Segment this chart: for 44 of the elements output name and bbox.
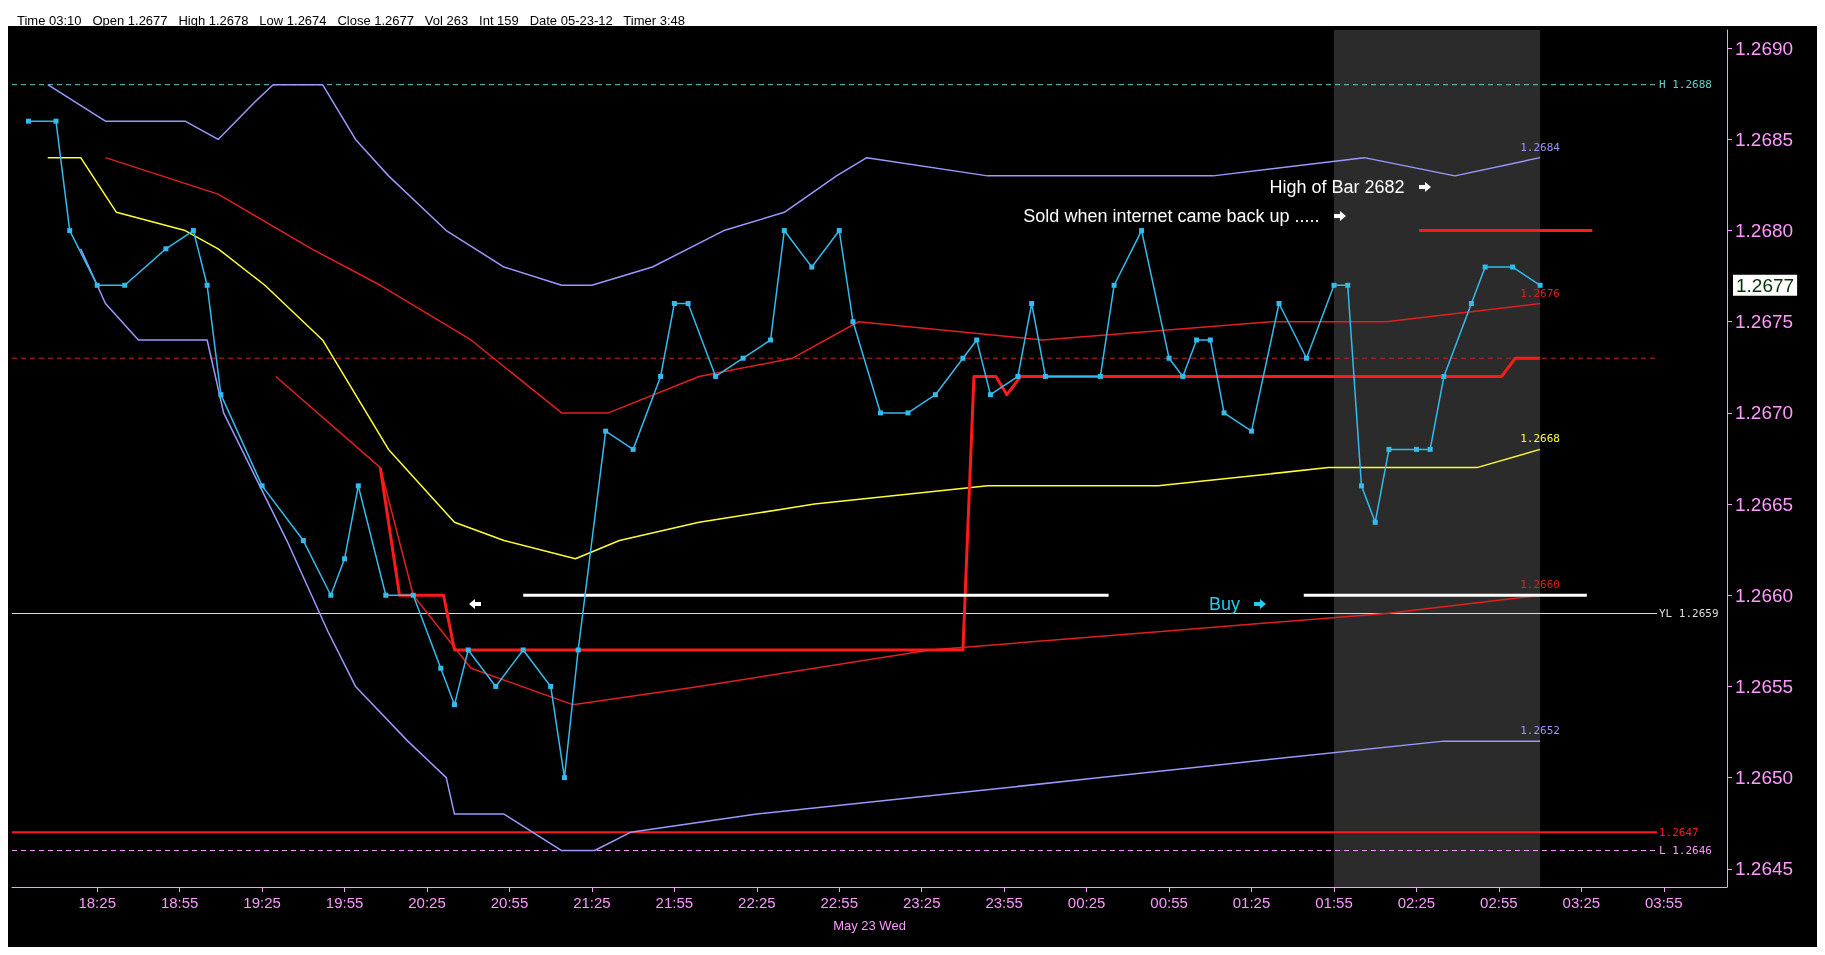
y-tick-label: 1.2655	[1735, 675, 1794, 697]
data-label: 1.2668	[1520, 432, 1560, 446]
x-tick-label: 18:55	[160, 894, 199, 911]
y-tick-label: 1.2665	[1735, 493, 1794, 515]
ref-line-label: H 1.2688	[1659, 78, 1712, 92]
annotation: Sold when internet came back up .....	[1023, 206, 1320, 227]
y-tick-label: 1.2685	[1735, 128, 1794, 150]
data-label: 1.2676	[1520, 286, 1560, 300]
annotation: Buy	[1208, 594, 1240, 615]
y-tick-label: 1.2660	[1735, 584, 1794, 606]
x-tick-label: 23:25	[902, 894, 941, 911]
y-tick-label: 1.2645	[1735, 858, 1794, 880]
x-tick-label: 18:25	[78, 894, 116, 911]
y-tick-label: 1.2690	[1735, 37, 1794, 59]
data-label: 1.2660	[1520, 578, 1560, 592]
x-tick-label: 00:55	[1150, 894, 1188, 911]
x-tick-label: 00:25	[1067, 894, 1106, 911]
x-tick-label: 21:55	[655, 894, 694, 911]
x-axis-title: May 23 Wed	[833, 918, 906, 933]
x-tick-label: 03:25	[1562, 894, 1601, 911]
annotation: High of Bar 2682	[1269, 177, 1405, 198]
text: 1.2677	[1736, 274, 1795, 296]
y-tick-label: 1.2650	[1735, 767, 1794, 789]
data-label: 1.2652	[1520, 724, 1560, 738]
x-tick-label: 02:25	[1397, 894, 1436, 911]
x-tick-label: 03:55	[1645, 894, 1683, 911]
x-tick-label: 19:55	[325, 894, 364, 911]
x-tick-label: 22:55	[820, 894, 859, 911]
y-tick-label: 1.2675	[1735, 311, 1794, 333]
x-tick-label: 23:55	[985, 894, 1023, 911]
ref-line-label: L 1.2646	[1659, 844, 1712, 858]
y-tick-label: 1.2670	[1735, 402, 1794, 424]
x-tick-label: 22:25	[738, 894, 776, 911]
x-tick-label: 21:25	[573, 894, 611, 911]
ref-line-label: YL 1.2659	[1659, 606, 1719, 620]
x-tick-label: 01:25	[1232, 894, 1271, 911]
x-tick-label: 01:55	[1315, 894, 1353, 911]
x-tick-label: 02:55	[1480, 894, 1518, 911]
ref-line-label: 1.2647	[1659, 825, 1699, 839]
data-label: 1.2684	[1520, 140, 1561, 154]
x-tick-label: 20:25	[408, 894, 446, 911]
y-tick-label: 1.2680	[1735, 220, 1794, 242]
x-tick-label: 19:25	[243, 894, 281, 911]
x-tick-label: 20:55	[490, 894, 529, 911]
